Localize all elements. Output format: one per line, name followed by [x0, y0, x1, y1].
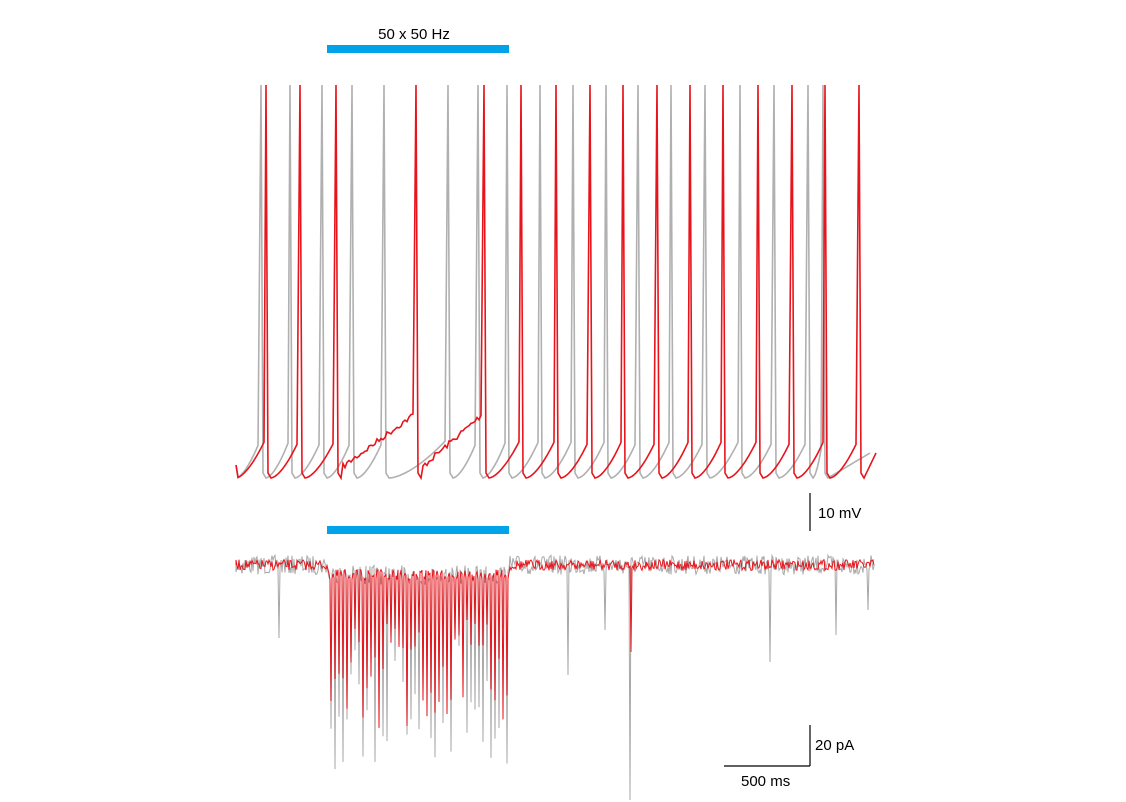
voltage-trace-stim [235, 84, 877, 481]
voltage-scale-label: 10 mV [818, 505, 861, 522]
voltage-traces [235, 84, 877, 481]
stimulus-bar [327, 526, 509, 534]
current-scale-label: 20 pA [815, 737, 854, 754]
current-trace-stim [235, 557, 875, 728]
current-traces [235, 553, 875, 801]
voltage-trace-control [235, 84, 871, 480]
time-scale-label: 500 ms [741, 773, 790, 790]
stimulus-label: 50 x 50 Hz [378, 26, 450, 43]
stimulus-bar [327, 45, 509, 53]
